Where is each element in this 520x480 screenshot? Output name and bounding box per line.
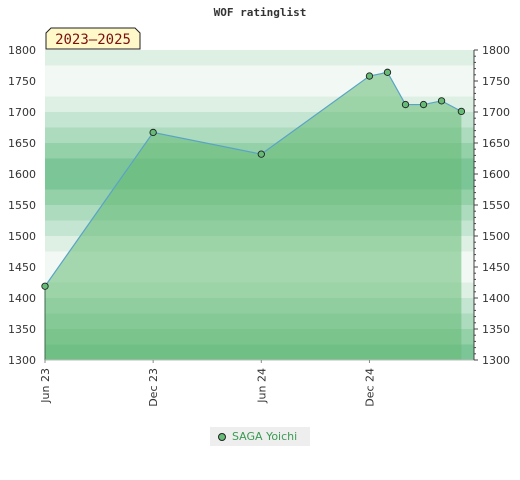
- y-tick-label-right: 1550: [482, 199, 510, 212]
- y-tick-label-left: 1400: [8, 292, 36, 305]
- y-tick-label-right: 1600: [482, 168, 510, 181]
- y-tick-label-right: 1350: [482, 323, 510, 336]
- x-tick-label: Dec 24: [363, 368, 376, 407]
- y-tick-label-left: 1750: [8, 75, 36, 88]
- y-tick-label-left: 1300: [8, 354, 36, 367]
- x-tick-label: Jun 23: [39, 368, 52, 404]
- y-tick-label-left: 1450: [8, 261, 36, 274]
- chart-title: WOF ratinglist: [213, 6, 307, 19]
- data-point: [383, 68, 392, 76]
- y-tick-label-right: 1700: [482, 106, 510, 119]
- y-tick-label-left: 1800: [8, 44, 36, 57]
- y-tick-label-left: 1500: [8, 230, 36, 243]
- data-points: [41, 68, 466, 290]
- y-tick-label-right: 1400: [482, 292, 510, 305]
- legend[interactable]: SAGA Yoichi: [210, 427, 310, 446]
- y-tick-label-left: 1650: [8, 137, 36, 150]
- y-tick-label-left: 1600: [8, 168, 36, 181]
- x-tick-label: Dec 23: [147, 368, 160, 407]
- x-tick-label: Jun 24: [255, 368, 268, 404]
- series-area: [45, 72, 462, 360]
- data-point: [149, 128, 157, 137]
- period-label: 2023–2025: [55, 32, 131, 48]
- data-point: [365, 72, 374, 80]
- data-point: [457, 107, 466, 116]
- data-point: [41, 282, 49, 290]
- background-band: [45, 50, 474, 66]
- data-point: [401, 100, 410, 109]
- y-tick-label-right: 1300: [482, 354, 510, 367]
- background-band: [45, 81, 474, 97]
- y-tick-label-right: 1800: [482, 44, 510, 57]
- y-tick-label-right: 1450: [482, 261, 510, 274]
- legend-marker-icon: [218, 432, 226, 441]
- axes: 1300 1300 1350 1350 1400 1400 1450 1450 1500 1500…: [8, 44, 510, 407]
- period-badge-layer: 2023–2025: [45, 27, 141, 50]
- y-tick-label-left: 1550: [8, 199, 36, 212]
- y-tick-label-left: 1350: [8, 323, 36, 336]
- y-tick-label-left: 1700: [8, 106, 36, 119]
- data-point: [257, 150, 265, 158]
- y-tick-label-right: 1500: [482, 230, 510, 243]
- legend-label: SAGA Yoichi: [232, 430, 298, 443]
- background-band: [45, 65, 474, 81]
- data-point: [437, 97, 446, 105]
- period-badge: [45, 27, 141, 50]
- data-point: [419, 100, 428, 109]
- y-tick-label-right: 1650: [482, 137, 510, 150]
- y-tick-label-right: 1750: [482, 75, 510, 88]
